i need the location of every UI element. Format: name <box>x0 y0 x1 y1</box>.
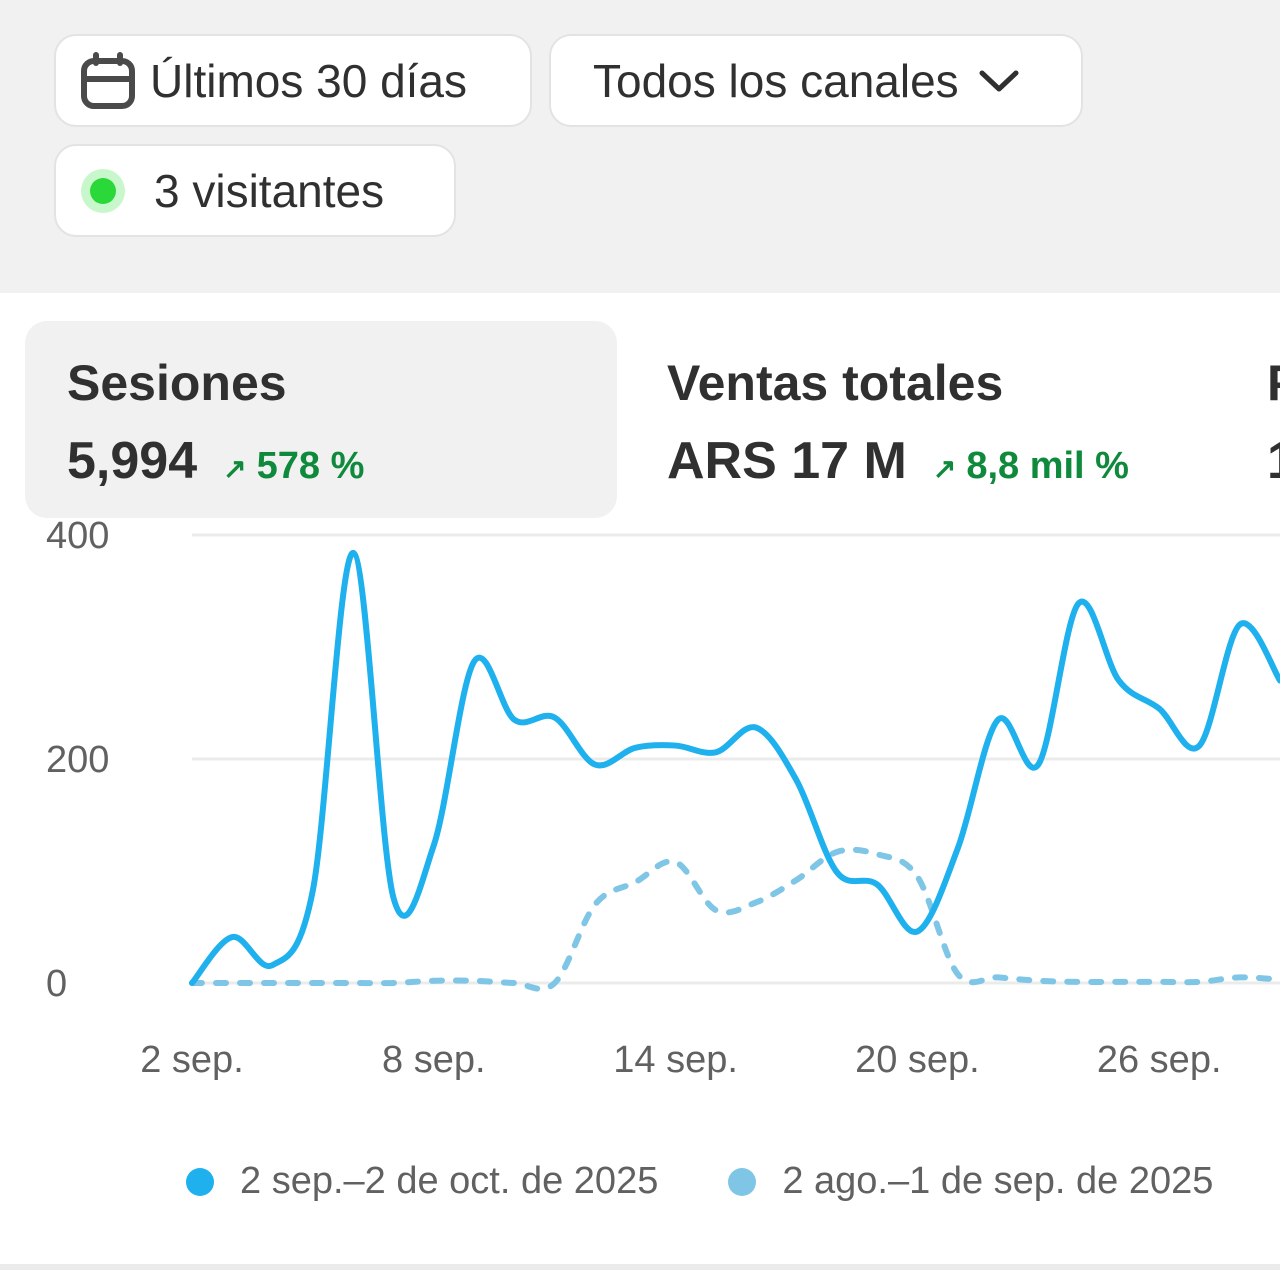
data-point-previous <box>351 981 355 985</box>
live-visitors-label: 3 visitantes <box>154 164 385 217</box>
data-point-current <box>1036 763 1040 767</box>
data-point-previous <box>311 981 315 985</box>
metric-delta: ↗ 578 % <box>223 445 364 488</box>
x-tick-label: 2 sep. <box>140 1039 244 1081</box>
data-point-previous <box>553 981 557 985</box>
data-point-current <box>633 746 637 750</box>
date-range-button[interactable]: Últimos 30 días <box>54 34 532 127</box>
legend-dot-current <box>186 1167 214 1196</box>
chart-legend: 2 sep.–2 de oct. de 2025 2 ago.–1 de sep… <box>186 1160 1213 1203</box>
data-point-current <box>472 660 476 664</box>
x-tick-label: 26 sep. <box>1097 1039 1222 1081</box>
calendar-icon <box>81 51 135 109</box>
data-point-current <box>674 744 678 748</box>
data-point-previous <box>472 979 476 983</box>
data-point-previous <box>271 981 275 985</box>
y-tick-label: 400 <box>46 515 109 557</box>
data-point-current <box>1157 707 1161 711</box>
data-point-current <box>1077 601 1081 605</box>
legend-label-previous[interactable]: 2 ago.–1 de sep. de 2025 <box>782 1160 1214 1202</box>
data-point-current <box>996 718 1000 722</box>
live-status-dot-icon <box>90 177 116 204</box>
series-line-current <box>189 549 1280 986</box>
data-point-current <box>714 750 718 754</box>
metric-value: ARS 17 M <box>667 432 907 490</box>
data-point-previous <box>835 850 839 854</box>
metric-card-sessions[interactable]: Sesiones 5,994 ↗ 578 % <box>25 321 617 518</box>
metric-title: Sesiones <box>67 355 287 411</box>
data-point-current <box>915 929 919 933</box>
data-point-current <box>553 716 557 720</box>
x-tick-label: 8 sep. <box>382 1039 486 1081</box>
data-point-current <box>311 888 315 892</box>
arrow-up-right-icon: ↗ <box>223 453 247 484</box>
data-point-current <box>230 935 234 939</box>
metric-delta-value: 578 % <box>256 445 365 487</box>
data-point-previous <box>1198 980 1202 984</box>
data-point-previous <box>1117 980 1121 984</box>
data-point-current <box>795 778 799 782</box>
channels-label: Todos los canales <box>593 54 959 107</box>
date-range-label: Últimos 30 días <box>150 54 468 107</box>
metric-value: 5,994 <box>67 432 198 490</box>
data-point-current <box>512 718 516 722</box>
data-point-previous <box>1036 979 1040 983</box>
data-point-previous <box>190 981 194 985</box>
data-point-current <box>271 963 275 967</box>
data-point-previous <box>392 981 396 985</box>
data-point-previous <box>512 981 516 985</box>
data-point-current <box>432 843 436 847</box>
metric-title: Ventas totales <box>667 355 1004 411</box>
data-point-current <box>1238 623 1242 627</box>
y-tick-label: 200 <box>46 739 109 781</box>
data-point-previous <box>633 880 637 884</box>
data-point-previous <box>1238 975 1242 979</box>
live-visitors-button[interactable]: 3 visitantes <box>54 144 456 237</box>
metric-value: 1 <box>1267 431 1280 491</box>
sessions-chart: 0 200 400 2 sep. 8 sep. 14 sep. 20 sep. 26 sep. <box>46 515 1280 1081</box>
y-tick-label: 0 <box>46 963 67 1005</box>
metric-delta: ↗ 8,8 mil % <box>933 445 1129 488</box>
data-point-current <box>835 870 839 874</box>
metric-delta-value: 8,8 mil % <box>966 445 1129 487</box>
data-point-previous <box>875 852 879 856</box>
legend-dot-previous <box>728 1167 757 1196</box>
data-point-current <box>754 726 758 730</box>
data-point-previous <box>996 975 1000 979</box>
data-point-current <box>875 882 879 886</box>
data-point-previous <box>674 860 678 864</box>
data-point-previous <box>714 908 718 912</box>
data-point-previous <box>754 900 758 904</box>
channels-dropdown[interactable]: Todos los canales <box>549 34 1083 127</box>
metric-title: P <box>1267 351 1280 415</box>
data-point-previous <box>915 875 919 879</box>
legend-label-current[interactable]: 2 sep.–2 de oct. de 2025 <box>240 1160 659 1202</box>
arrow-up-right-icon: ↗ <box>932 453 957 484</box>
data-point-current <box>1117 679 1121 683</box>
data-point-previous <box>432 979 436 983</box>
data-point-previous <box>795 878 799 882</box>
data-point-current <box>956 847 960 851</box>
data-point-current <box>1198 744 1202 748</box>
data-point-previous <box>1157 980 1161 984</box>
metric-card-total-sales[interactable]: Ventas totales ARS 17 M ↗ 8,8 mil % <box>625 321 1225 518</box>
x-tick-label: 14 sep. <box>613 1039 738 1081</box>
data-point-current <box>351 551 355 555</box>
data-point-current <box>593 763 597 767</box>
data-point-previous <box>956 972 960 976</box>
data-point-previous <box>1077 980 1081 984</box>
data-point-previous <box>230 981 234 985</box>
metric-card-partial[interactable]: P 1 <box>1225 321 1280 518</box>
chevron-down-icon <box>979 70 1019 91</box>
divider <box>0 1264 1280 1270</box>
x-tick-label: 20 sep. <box>855 1039 980 1081</box>
series-line-previous <box>189 846 1280 992</box>
data-point-current <box>392 896 396 900</box>
data-point-previous <box>593 903 597 907</box>
